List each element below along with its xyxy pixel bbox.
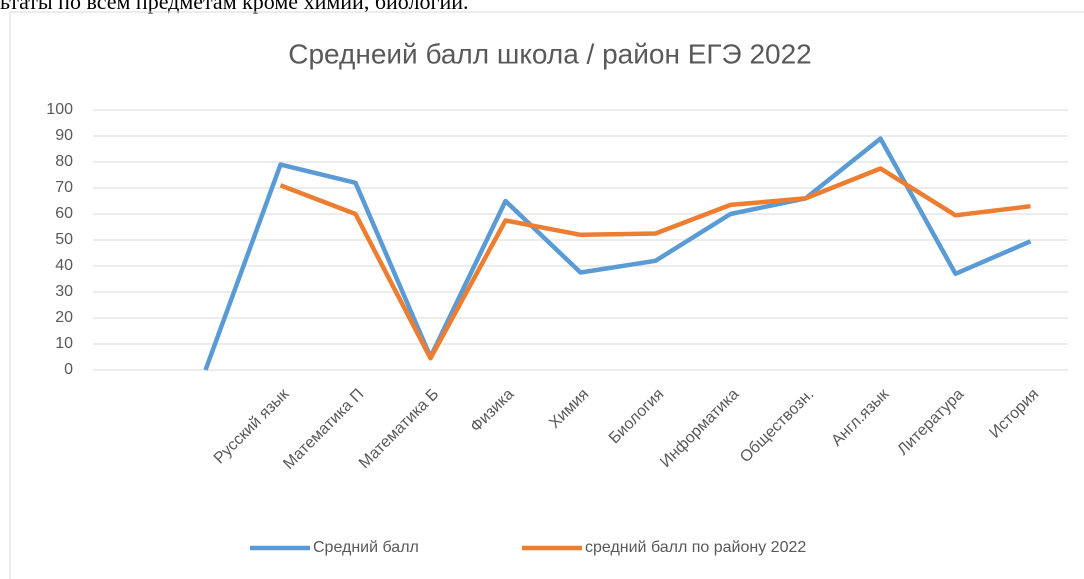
x-tick-label: Обществозн.	[737, 386, 817, 466]
x-tick-label: Русский язык	[211, 385, 293, 467]
header-text: ьтаты по всем предметам кроме химии, био…	[0, 0, 469, 14]
legend-label: средний балл по району 2022	[585, 539, 806, 556]
y-tick-label: 10	[55, 335, 73, 352]
y-tick-label: 0	[64, 361, 73, 378]
x-tick-label: Литература	[894, 386, 967, 459]
y-tick-label: 40	[55, 257, 73, 274]
series-line	[279, 166, 1031, 361]
chart-title: Среднеий балл школа / район ЕГЭ 2022	[288, 38, 811, 69]
y-tick-label: 100	[46, 101, 73, 118]
y-tick-label: 70	[55, 179, 73, 196]
x-tick-label: Биология	[606, 386, 667, 447]
x-tick-label: Физика	[467, 386, 517, 436]
legend-label: Средний балл	[313, 539, 419, 556]
y-tick-label: 60	[55, 205, 73, 222]
y-tick-label: 80	[55, 153, 73, 170]
x-tick-label: Математика Б	[356, 386, 442, 472]
y-tick-label: 30	[55, 283, 73, 300]
x-tick-label: Математика П	[280, 386, 367, 473]
x-tick-label: Химия	[546, 386, 592, 432]
y-tick-label: 90	[55, 127, 73, 144]
series-line	[203, 136, 1032, 371]
x-tick-label: Англ.язык	[828, 385, 893, 450]
y-tick-label: 20	[55, 309, 73, 326]
x-tick-label: Информатика	[657, 386, 742, 471]
y-tick-label: 50	[55, 231, 73, 248]
x-tick-label: История	[986, 386, 1042, 442]
